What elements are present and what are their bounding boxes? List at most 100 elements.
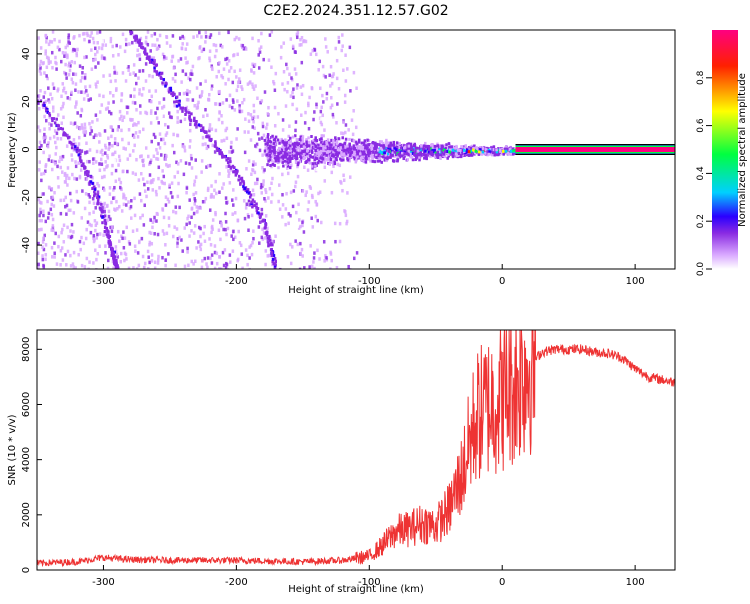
heat-cell (218, 61, 221, 65)
heat-cell (202, 47, 206, 52)
heat-cell (54, 140, 57, 145)
heat-cell (139, 111, 142, 115)
heat-cell (95, 133, 98, 138)
heat-cell (158, 146, 162, 150)
heat-cell (72, 230, 75, 234)
heat-cell (92, 236, 95, 240)
heat-cell (324, 37, 327, 41)
heat-cell (229, 160, 232, 164)
heat-cell (398, 146, 401, 150)
heat-cell (98, 132, 101, 136)
heat-cell (326, 138, 330, 142)
heat-cell (251, 188, 255, 193)
heat-cell (85, 31, 89, 36)
heat-cell (137, 76, 140, 80)
heat-cell (44, 243, 48, 247)
heat-cell (231, 149, 235, 153)
heat-cell (391, 159, 395, 163)
heat-cell (222, 138, 226, 143)
heat-cell (184, 56, 187, 60)
heat-cell (282, 41, 286, 45)
heat-cell (80, 108, 84, 113)
heat-cell (257, 53, 260, 57)
heat-cell (255, 209, 259, 213)
heat-cell (63, 173, 67, 177)
heat-cell (216, 147, 219, 151)
heat-cell (300, 144, 303, 148)
heat-cell (123, 251, 127, 256)
heat-cell (224, 128, 227, 133)
heat-cell (92, 135, 96, 140)
heat-cell (336, 102, 339, 106)
heat-cell (509, 153, 513, 157)
heat-cell (364, 160, 368, 164)
heat-cell (143, 203, 146, 208)
heat-cell (227, 174, 230, 178)
heat-cell (43, 114, 46, 119)
heat-cell (185, 110, 188, 114)
heat-cell (267, 146, 270, 150)
heat-cell (272, 141, 276, 145)
heat-cell (42, 101, 46, 105)
heat-cell (48, 100, 51, 104)
heat-cell (418, 146, 421, 150)
heat-cell (389, 153, 393, 157)
heat-cell (264, 224, 267, 228)
heat-cell (76, 200, 80, 204)
heat-cell (85, 150, 89, 154)
heat-cell (273, 145, 276, 149)
heat-cell (274, 263, 277, 267)
heat-cell (62, 223, 66, 227)
heat-cell (354, 144, 358, 148)
heat-cell (135, 37, 139, 41)
heat-cell (73, 60, 77, 65)
heat-cell (154, 189, 158, 194)
heat-cell (237, 229, 240, 234)
heat-cell (40, 192, 44, 196)
heat-cell (158, 101, 161, 105)
heat-cell (282, 69, 286, 74)
heat-cell (136, 251, 140, 255)
heat-cell (247, 191, 251, 195)
heat-cell (37, 228, 41, 232)
heat-cell (104, 251, 107, 255)
heat-cell (156, 261, 160, 265)
heat-cell (133, 143, 136, 148)
heat-cell (288, 159, 292, 163)
heat-cell (156, 212, 159, 216)
heat-cell (44, 164, 47, 169)
heat-cell (99, 207, 103, 211)
heat-cell (247, 119, 251, 123)
heat-cell (153, 43, 157, 48)
heat-cell (61, 127, 65, 131)
heat-cell (89, 175, 93, 179)
heat-cell (509, 149, 513, 153)
heat-cell (38, 146, 42, 150)
heat-cell (110, 200, 113, 205)
heat-cell (161, 255, 164, 260)
heat-cell (268, 158, 272, 162)
heat-cell (436, 150, 439, 154)
heat-cell (208, 92, 211, 97)
heat-cell (323, 165, 327, 170)
heat-cell (314, 164, 317, 168)
heat-cell (384, 156, 387, 160)
heat-cell (111, 143, 114, 148)
heat-cell (289, 94, 293, 98)
heat-cell (299, 37, 302, 42)
heat-cell (212, 195, 215, 199)
heat-cell (229, 168, 233, 172)
heat-cell (51, 30, 55, 34)
heat-cell (309, 52, 313, 56)
heat-cell (317, 149, 320, 153)
heat-cell (65, 173, 69, 178)
heat-cell (266, 112, 270, 116)
heat-cell (90, 31, 93, 35)
heat-cell (136, 53, 139, 58)
heat-cell (429, 151, 432, 155)
heat-cell (157, 258, 160, 262)
heat-cell (150, 241, 154, 246)
heat-cell (116, 206, 119, 211)
heat-cell (287, 221, 290, 226)
heat-cell (133, 213, 137, 218)
